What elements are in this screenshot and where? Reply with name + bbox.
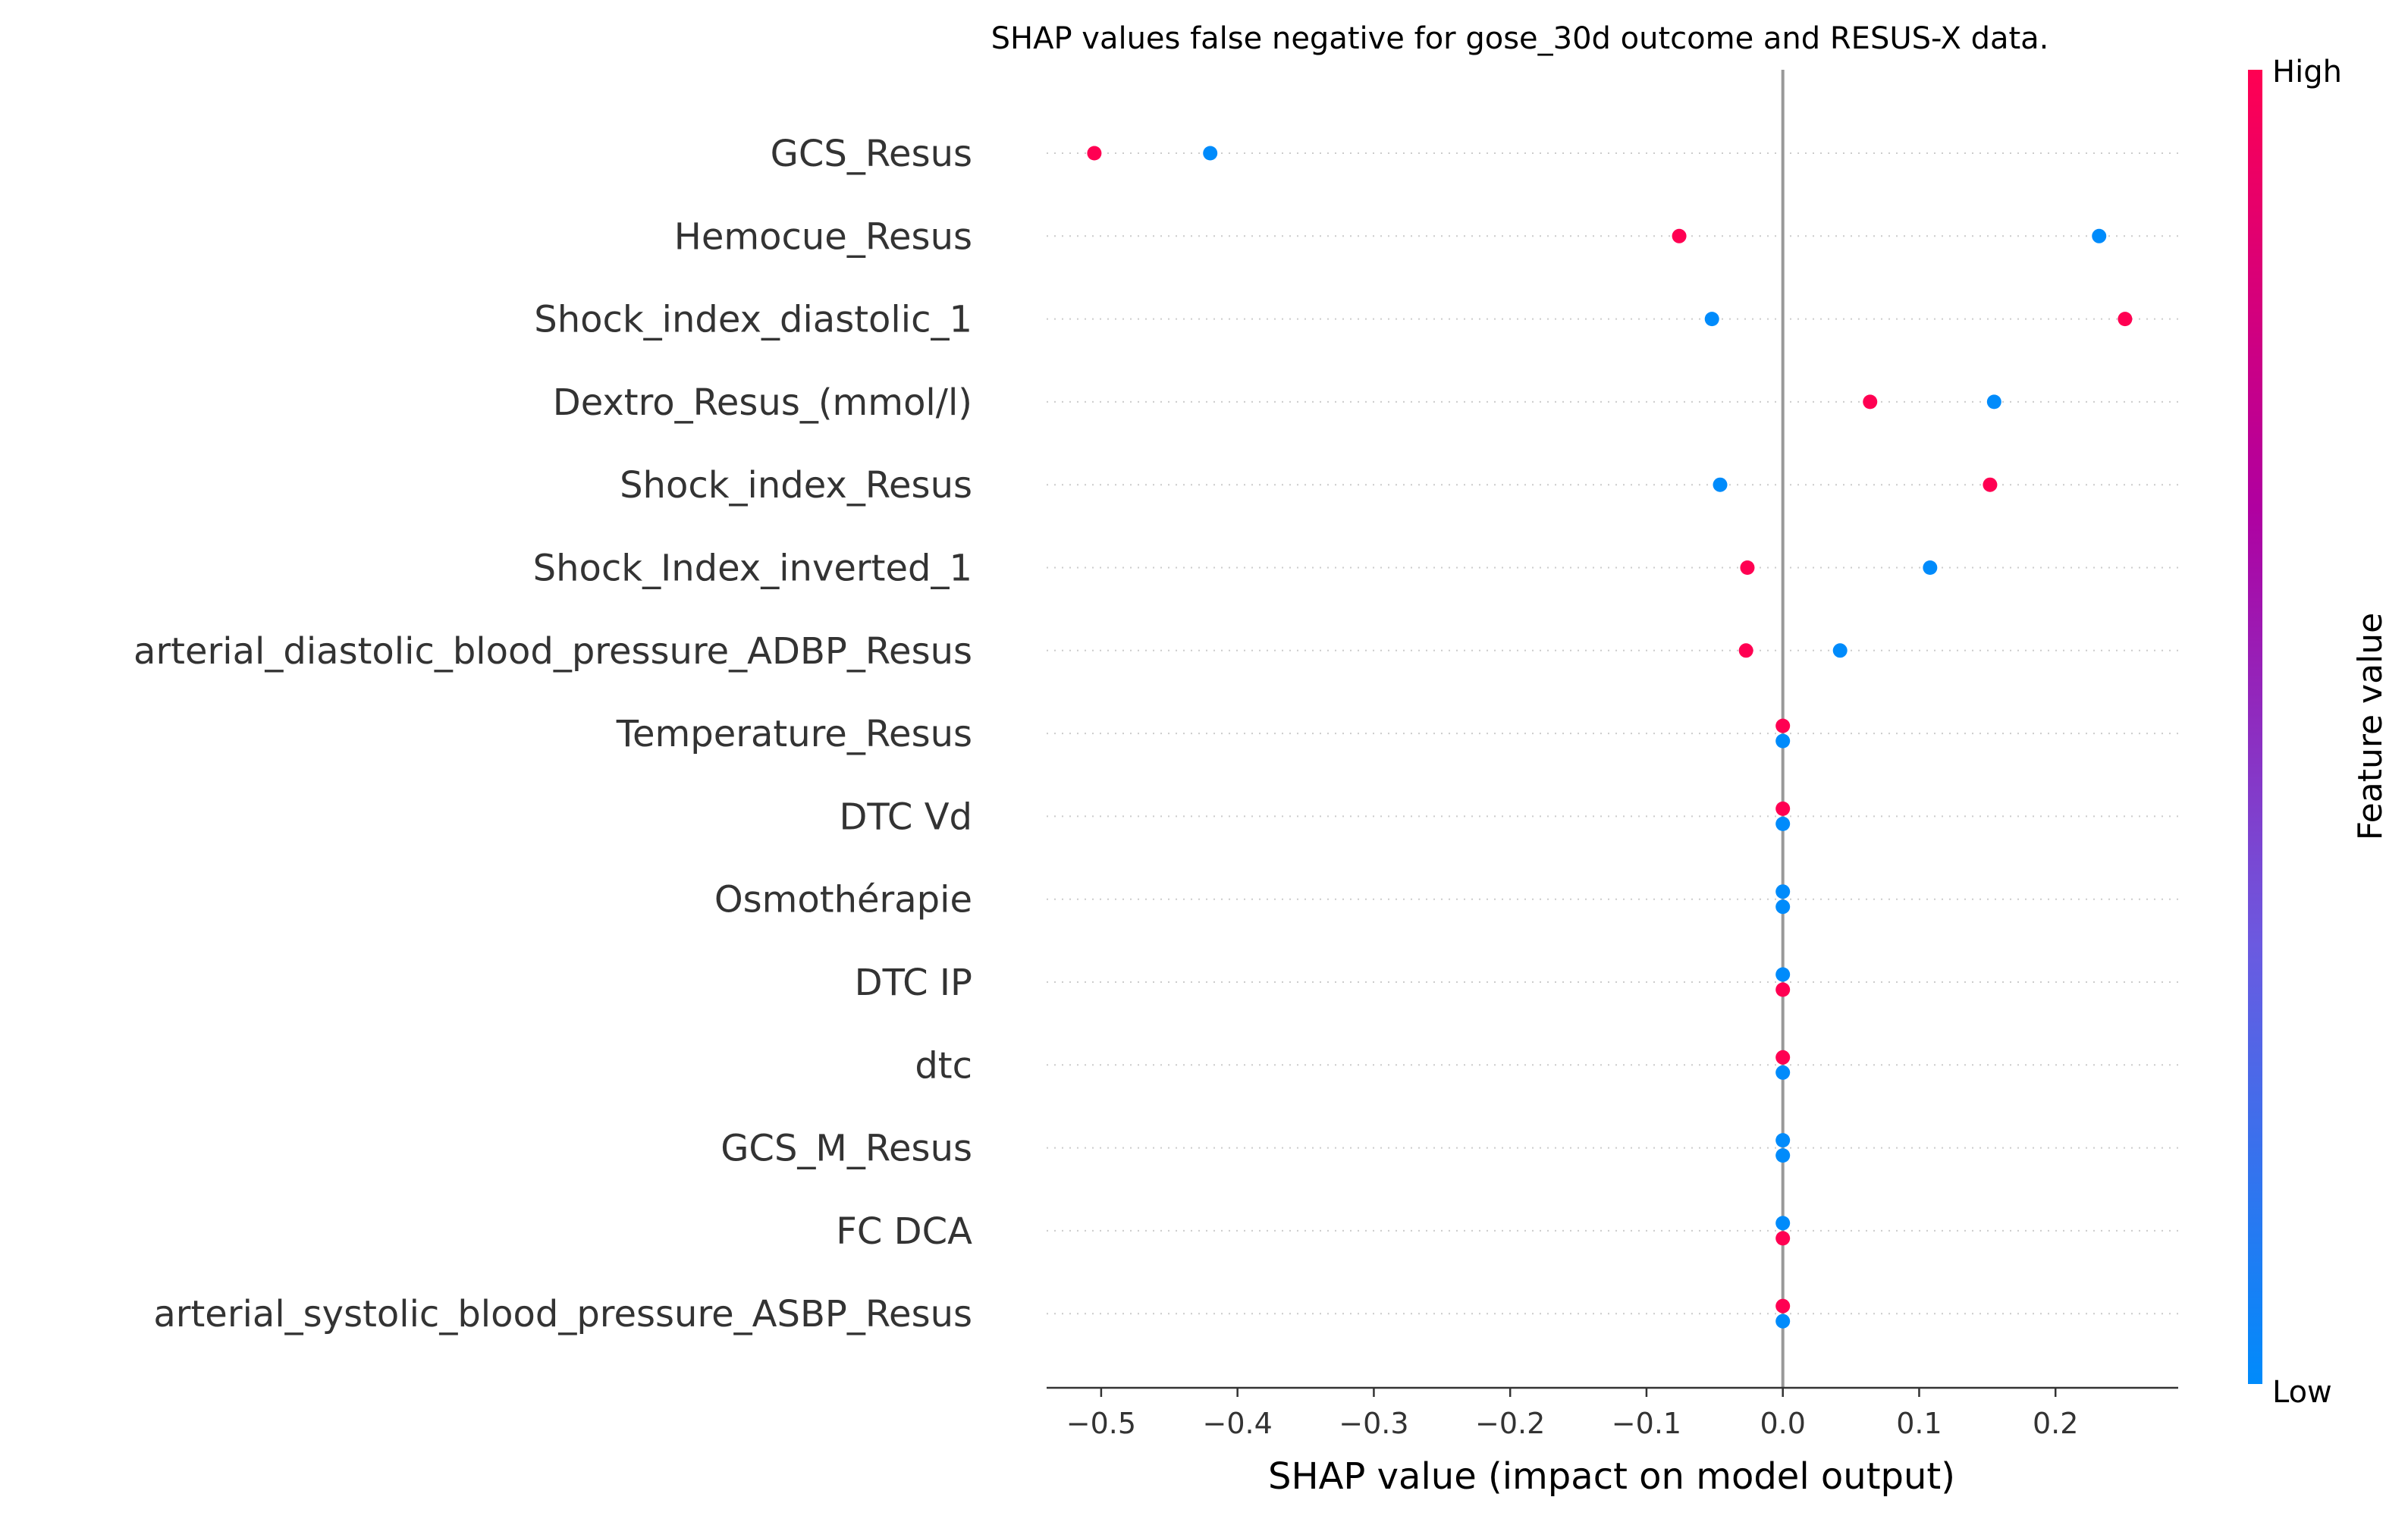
shap-point-high (1740, 560, 1755, 575)
shap-point-low (1775, 1313, 1791, 1329)
shap-point-low (1986, 394, 2001, 410)
shap-point-high (1983, 477, 1998, 492)
shap-point-high (2118, 312, 2133, 327)
shap-point-low (1775, 1065, 1791, 1080)
shap-point-high (1775, 718, 1791, 733)
colorbar-title: Feature value (2351, 613, 2390, 840)
feature-label: arterial_systolic_blood_pressure_ASBP_Re… (153, 1293, 972, 1335)
feature-labels: GCS_Resus Hemocue_Resus Shock_index_diasto… (133, 133, 972, 1335)
feature-label: Shock_index_diastolic_1 (534, 299, 972, 341)
feature-label: Temperature_Resus (616, 713, 972, 755)
chart-title: SHAP values false negative for gose_30d … (991, 21, 2049, 56)
row-grid-lines (1047, 152, 2178, 1315)
shap-point-high (1672, 228, 1687, 243)
x-axis: −0.5 −0.4 −0.3 −0.2 −0.1 0.0 0.1 0.2 (1047, 1386, 2178, 1440)
feature-label: DTC Vd (839, 796, 972, 838)
feature-label: arterial_diastolic_blood_pressure_ADBP_R… (133, 630, 972, 673)
x-tick-label: 0.2 (2033, 1407, 2078, 1440)
colorbar-gradient (2248, 70, 2262, 1384)
x-tick-label: −0.2 (1475, 1407, 1545, 1440)
shap-point-low (1775, 1216, 1791, 1231)
x-tick-label: −0.1 (1612, 1407, 1681, 1440)
shap-point-low (1775, 733, 1791, 749)
feature-label: GCS_Resus (771, 133, 972, 175)
shap-point-high (1775, 801, 1791, 816)
shap-point-high (1738, 643, 1753, 658)
feature-label: Shock_index_Resus (620, 464, 972, 507)
colorbar: High Low Feature value (2248, 55, 2390, 1410)
shap-point-high (1775, 1298, 1791, 1313)
shap-point-low (1713, 477, 1728, 492)
feature-label: Dextro_Resus_(mmol/l) (553, 381, 972, 424)
feature-label: Osmothérapie (714, 879, 972, 921)
shap-point-high (1863, 394, 1878, 410)
feature-label: FC DCA (836, 1210, 972, 1253)
shap-point-low (1923, 560, 1938, 575)
feature-label: Hemocue_Resus (674, 215, 972, 258)
feature-label: Shock_Index_inverted_1 (533, 548, 972, 590)
x-axis-label: SHAP value (impact on model output) (1268, 1455, 1955, 1498)
x-tick-label: −0.4 (1203, 1407, 1273, 1440)
x-tick-label: −0.5 (1066, 1407, 1136, 1440)
shap-point-high (1775, 1231, 1791, 1246)
colorbar-high-label: High (2272, 55, 2342, 89)
shap-point-low (1775, 899, 1791, 915)
x-tick-label: 0.0 (1760, 1407, 1805, 1440)
shap-point-low (1775, 967, 1791, 982)
shap-point-low (1775, 1148, 1791, 1163)
shap-point-low (2092, 228, 2107, 243)
x-tick-label: 0.1 (1896, 1407, 1942, 1440)
shap-point-high (1087, 146, 1102, 161)
shap-point-low (1704, 312, 1719, 327)
feature-label: dtc (915, 1044, 972, 1087)
shap-point-low (1775, 816, 1791, 831)
shap-point-high (1775, 1050, 1791, 1065)
shap-point-low (1832, 643, 1848, 658)
shap-point-high (1775, 982, 1791, 997)
shap-point-low (1203, 146, 1218, 161)
shap-point-low (1775, 884, 1791, 899)
feature-label: GCS_M_Resus (721, 1128, 972, 1170)
data-points (1087, 146, 2133, 1329)
shap-point-low (1775, 1133, 1791, 1148)
x-tick-label: −0.3 (1339, 1407, 1408, 1440)
feature-label: DTC IP (855, 962, 972, 1004)
colorbar-low-label: Low (2272, 1375, 2332, 1410)
